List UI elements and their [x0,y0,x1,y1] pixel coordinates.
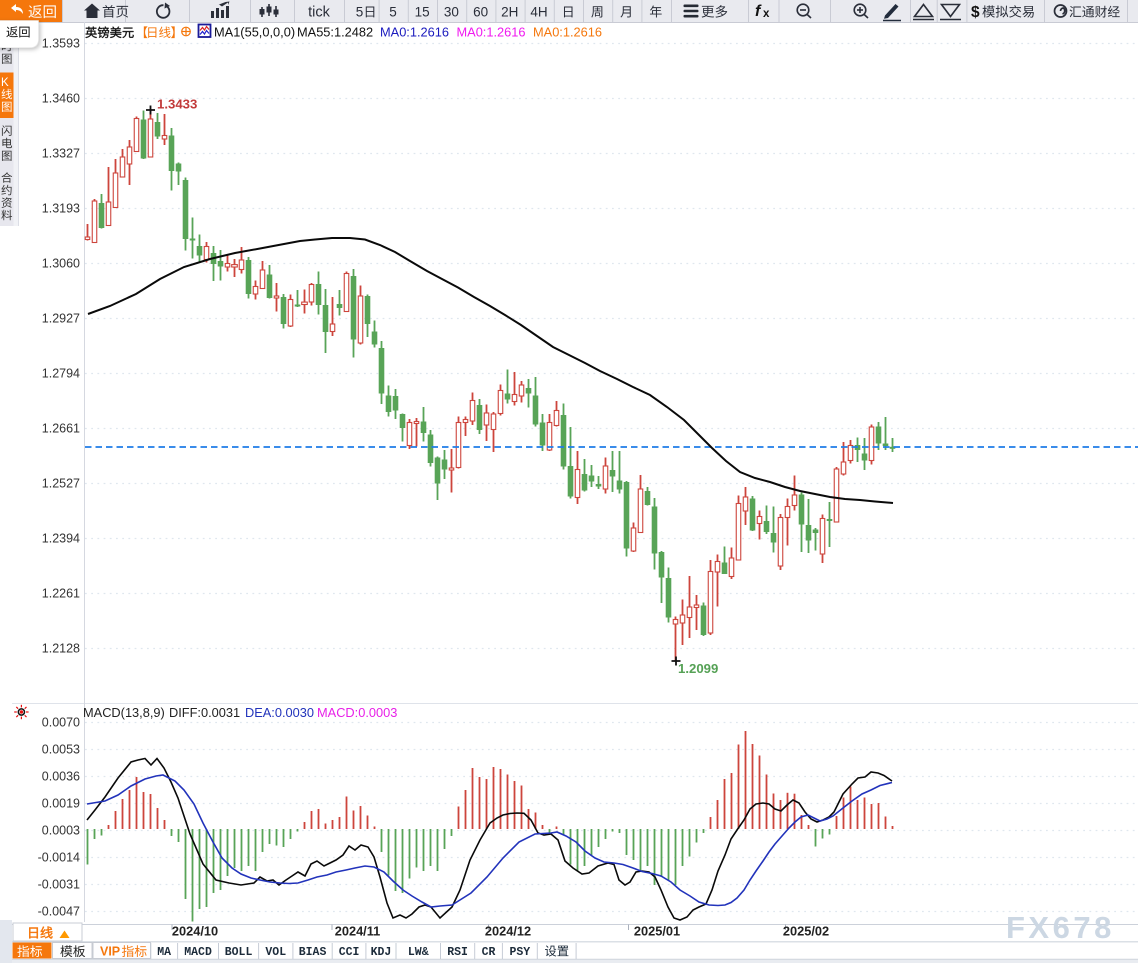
svg-text:0.0070: 0.0070 [42,716,80,730]
svg-text:LW&: LW& [408,946,429,959]
svg-text:1.2394: 1.2394 [42,532,80,546]
svg-text:2025/02: 2025/02 [783,924,829,939]
svg-text:1.2261: 1.2261 [42,587,80,601]
svg-text:VIP: VIP [100,945,120,959]
svg-text:2H: 2H [501,5,518,20]
svg-text:1.2927: 1.2927 [42,312,80,326]
svg-text:15: 15 [415,5,430,20]
svg-text:MA0:1.2616: MA0:1.2616 [533,25,602,40]
svg-text:1.3593: 1.3593 [42,37,80,51]
svg-text:2024/11: 2024/11 [335,924,381,939]
svg-text:1.3193: 1.3193 [42,202,80,216]
svg-text:1.2661: 1.2661 [42,422,80,436]
svg-text:CCI: CCI [339,946,360,959]
svg-text:-0.0031: -0.0031 [38,878,80,892]
svg-text:BIAS: BIAS [299,946,327,959]
svg-text:MA55:1.2482: MA55:1.2482 [297,25,373,40]
svg-text:1.3433: 1.3433 [157,97,197,112]
svg-text:-0.0014: -0.0014 [38,851,80,865]
svg-text:1.2099: 1.2099 [678,661,718,676]
svg-text:60: 60 [473,5,488,20]
svg-text:1.3327: 1.3327 [42,147,80,161]
svg-text:x: x [763,8,770,20]
svg-text:5: 5 [389,5,397,20]
svg-text:4H: 4H [530,5,547,20]
svg-text:1.3460: 1.3460 [42,92,80,106]
svg-text:0.0019: 0.0019 [42,797,80,811]
svg-text:-0.0047: -0.0047 [38,905,80,919]
svg-text:tick: tick [308,5,331,21]
svg-text:0.0003: 0.0003 [42,824,80,838]
svg-text:MA0:1.2616: MA0:1.2616 [380,25,449,40]
svg-text:1.2128: 1.2128 [42,642,80,656]
svg-text:MACD: MACD [184,946,212,959]
svg-text:2024/10: 2024/10 [172,924,218,939]
svg-text:2025/01: 2025/01 [634,924,680,939]
svg-text:1.3060: 1.3060 [42,257,80,271]
svg-text:DIFF:0.0031: DIFF:0.0031 [169,705,240,720]
svg-text:MACD:0.0003: MACD:0.0003 [317,705,397,720]
svg-text:0.0036: 0.0036 [42,770,80,784]
svg-text:MA: MA [157,946,171,959]
svg-text:VOL: VOL [265,946,286,959]
svg-text:5: 5 [356,5,364,20]
svg-text:30: 30 [444,5,459,20]
svg-text:1.2794: 1.2794 [42,367,80,381]
svg-text:BOLL: BOLL [225,946,253,959]
svg-text:1.2527: 1.2527 [42,477,80,491]
svg-text:RSI: RSI [447,946,468,959]
svg-text:MA1(55,0,0,0): MA1(55,0,0,0) [214,25,295,40]
svg-text:2024/12: 2024/12 [485,924,531,939]
svg-text:0.0053: 0.0053 [42,743,80,757]
svg-text:K: K [1,77,9,89]
svg-text:PSY: PSY [509,946,530,959]
svg-text:KDJ: KDJ [371,946,392,959]
svg-text:f: f [755,3,762,20]
svg-text:FX678: FX678 [1006,910,1115,945]
svg-text:MACD(13,8,9): MACD(13,8,9) [83,705,165,720]
svg-text:MA0:1.2616: MA0:1.2616 [457,25,526,40]
svg-text:DEA:0.0030: DEA:0.0030 [245,705,314,720]
svg-text:CR: CR [482,946,496,959]
svg-text:$: $ [971,4,980,21]
